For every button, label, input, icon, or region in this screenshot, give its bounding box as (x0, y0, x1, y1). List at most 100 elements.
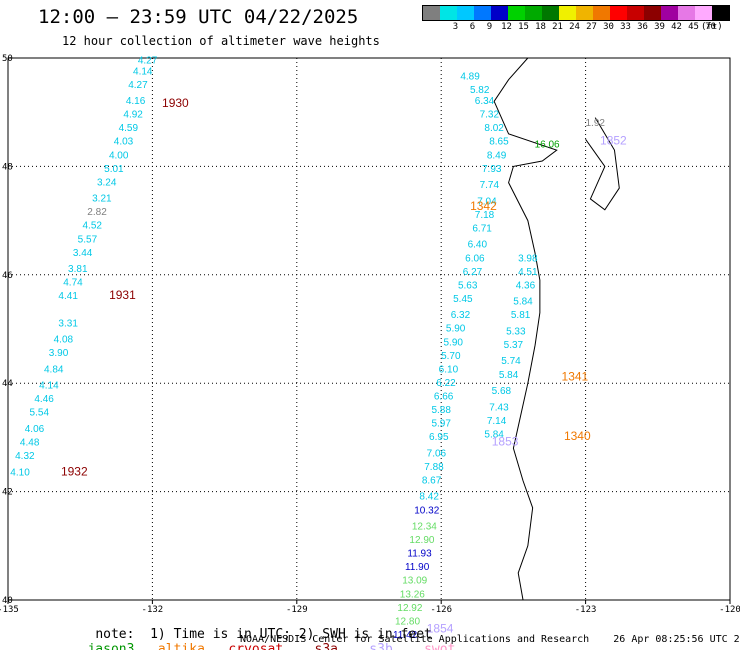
legend-swatch (491, 6, 508, 20)
wave-height-label: 5.74 (501, 356, 521, 367)
x-tick-label: -123 (575, 605, 597, 615)
footer-credit: NOAA/NESDIS Center for Satellite Applica… (240, 634, 740, 645)
wave-height-label: 5.54 (30, 408, 50, 419)
wave-height-label: 5.68 (492, 386, 512, 397)
legend-swatch (644, 6, 661, 20)
wave-height-label: 10.32 (414, 505, 439, 516)
wave-height-label: 5.63 (458, 280, 478, 291)
track-time-label: 1341 (562, 369, 589, 383)
track-time-label: 1342 (470, 199, 497, 213)
legend-tick-label: 12 (501, 22, 512, 32)
wave-height-label: 12.34 (412, 522, 437, 533)
wave-height-label: 5.45 (453, 294, 473, 305)
legend-tick-label: 42 (671, 22, 682, 32)
wave-height-label: 5.82 (470, 85, 490, 96)
wave-height-label: 4.32 (15, 451, 35, 462)
satellite-legend-s3b: s3b (337, 642, 393, 650)
wave-height-label: 8.65 (489, 137, 509, 148)
wave-height-label: 6.22 (436, 378, 456, 389)
legend-tick-label: 33 (620, 22, 631, 32)
wave-height-label: 5.84 (499, 370, 519, 381)
coastline (493, 57, 558, 601)
wave-height-label: 4.51 (518, 267, 538, 278)
wave-height-label: 5.90 (446, 324, 466, 335)
legend-tick-label: 15 (518, 22, 529, 32)
wave-height-label: 6.95 (429, 432, 449, 443)
wave-height-label: 4.84 (44, 364, 64, 375)
wave-height-label: 4.06 (25, 424, 45, 435)
legend-swatch (559, 6, 576, 20)
track-time-label: 1931 (109, 288, 136, 302)
wave-height-label: 11.42 (393, 630, 418, 641)
legend-tick-label: 3 (452, 22, 459, 32)
wave-height-label: 6.32 (451, 310, 471, 321)
wave-height-label: 7.93 (482, 164, 502, 175)
wave-height-label: 4.92 (123, 110, 143, 121)
wave-height-label: 13.26 (400, 589, 425, 600)
legend-swatch (627, 6, 644, 20)
wave-height-label: 7.18 (475, 210, 495, 221)
track-time-label: 1853 (492, 435, 519, 449)
satellite-legend-s3a: s3a (283, 642, 338, 650)
y-tick-label: 44 (2, 379, 13, 389)
puget-sound-outline (585, 117, 620, 211)
y-tick-label: 48 (2, 162, 13, 172)
legend-tick-label: 39 (654, 22, 665, 32)
wave-height-label: 13.09 (402, 576, 427, 587)
y-tick-label: 46 (2, 271, 13, 281)
wave-height-label: 4.74 (63, 278, 83, 289)
wave-height-label: 8.02 (484, 123, 504, 134)
legend-swatch (712, 6, 729, 20)
wave-height-label: 4.27 (128, 80, 148, 91)
wave-height-label: 7.88 (424, 462, 444, 473)
legend-tick-label: 6 (469, 22, 476, 32)
wave-height-label: 11.90 (405, 562, 430, 573)
legend-tick-label: 18 (535, 22, 546, 32)
legend-swatch (661, 6, 678, 20)
wave-height-label: 5.57 (78, 234, 98, 245)
legend-swatch (440, 6, 457, 20)
wave-height-label: 4.59 (119, 123, 139, 134)
x-tick-label: -129 (286, 605, 308, 615)
wave-height-label: 3.81 (68, 264, 88, 275)
wave-height-label: 3.31 (58, 318, 78, 329)
legend-tick-label: 24 (569, 22, 580, 32)
legend-unit-label: (ft) (701, 22, 723, 32)
legend-swatch (542, 6, 559, 20)
wave-height-label: 2.82 (87, 207, 107, 218)
y-tick-label: 40 (2, 596, 13, 606)
legend-swatch (593, 6, 610, 20)
legend-swatch (695, 6, 712, 20)
wave-height-label: 6.06 (465, 253, 485, 264)
note-line: note: 1) Time is in UTC; 2) SWH is in fe… (64, 612, 455, 650)
wave-height-label: 4.14 (39, 381, 59, 392)
wave-height-label: 5.97 (431, 419, 451, 430)
wave-height-label: 5.88 (431, 405, 451, 416)
page-title: 12:00 — 23:59 UTC 04/22/2025 (38, 6, 359, 28)
wave-height-label: 1.92 (585, 118, 605, 129)
track-time-label: 1930 (162, 96, 189, 110)
wave-height-label: 16.06 (535, 139, 560, 150)
track-time-label: 1854 (427, 622, 454, 636)
legend-swatch (576, 6, 593, 20)
wave-height-label: 6.27 (463, 267, 483, 278)
wave-height-label: 4.27 (138, 55, 158, 66)
legend-swatch (508, 6, 525, 20)
legend-swatch (525, 6, 542, 20)
wave-height-label: 3.21 (92, 194, 112, 205)
wave-height-label: 6.66 (434, 391, 454, 402)
wave-height-label: 5.90 (443, 337, 463, 348)
legend-swatch (610, 6, 627, 20)
x-tick-label: -126 (430, 605, 452, 615)
legend-tick-label: 30 (603, 22, 614, 32)
wave-height-label: 5.81 (511, 310, 531, 321)
wave-height-label: 6.71 (472, 223, 492, 234)
legend-swatch (423, 6, 440, 20)
satellite-legend-altika: altika (134, 642, 205, 650)
x-tick-label: -120 (719, 605, 740, 615)
wave-height-label: 12.90 (409, 535, 434, 546)
y-tick-label: 50 (2, 54, 13, 64)
legend-tick-label: 9 (486, 22, 493, 32)
